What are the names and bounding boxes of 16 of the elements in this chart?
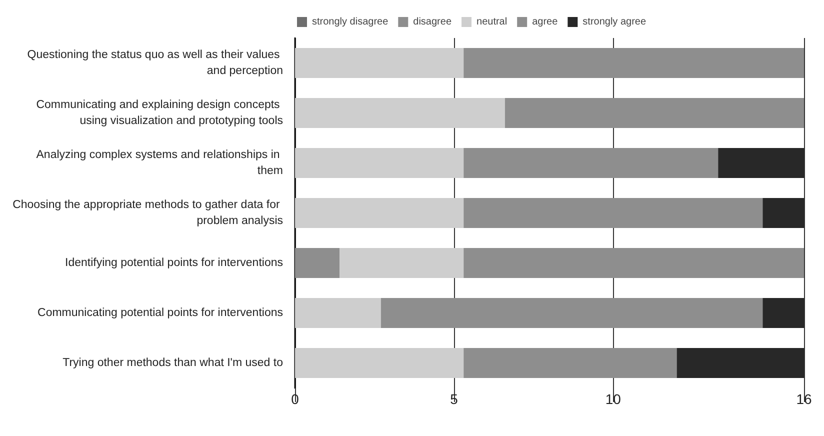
y-tick-label: Communicating and explaining design concepts using visualization and prototyping tools — [36, 99, 284, 127]
x-tick-label: 16 — [796, 391, 812, 407]
y-tick-label: Communicating potential points for interventions — [38, 307, 284, 319]
y-tick-label: Trying other methods than what I'm used to — [62, 357, 283, 369]
x-tick-label: 5 — [450, 391, 458, 407]
x-tick-label: 10 — [605, 391, 622, 407]
x-tick-label: 0 — [291, 391, 300, 407]
legend-label: strongly disagree — [312, 16, 389, 28]
y-tick-label: Choosing the appropriate methods to gather data for problem analysis — [12, 199, 284, 227]
legend-label: disagree — [413, 16, 452, 28]
y-tick-label: Identifying potential points for interventions — [65, 257, 284, 269]
legend-label: agree — [532, 16, 558, 28]
y-tick-label: Analyzing complex systems and relationships in them — [36, 149, 283, 177]
y-tick-label: Questioning the status quo as well as their values and perception — [27, 49, 283, 77]
legend-label: strongly agree — [582, 16, 646, 28]
legend-label: neutral — [476, 16, 508, 28]
